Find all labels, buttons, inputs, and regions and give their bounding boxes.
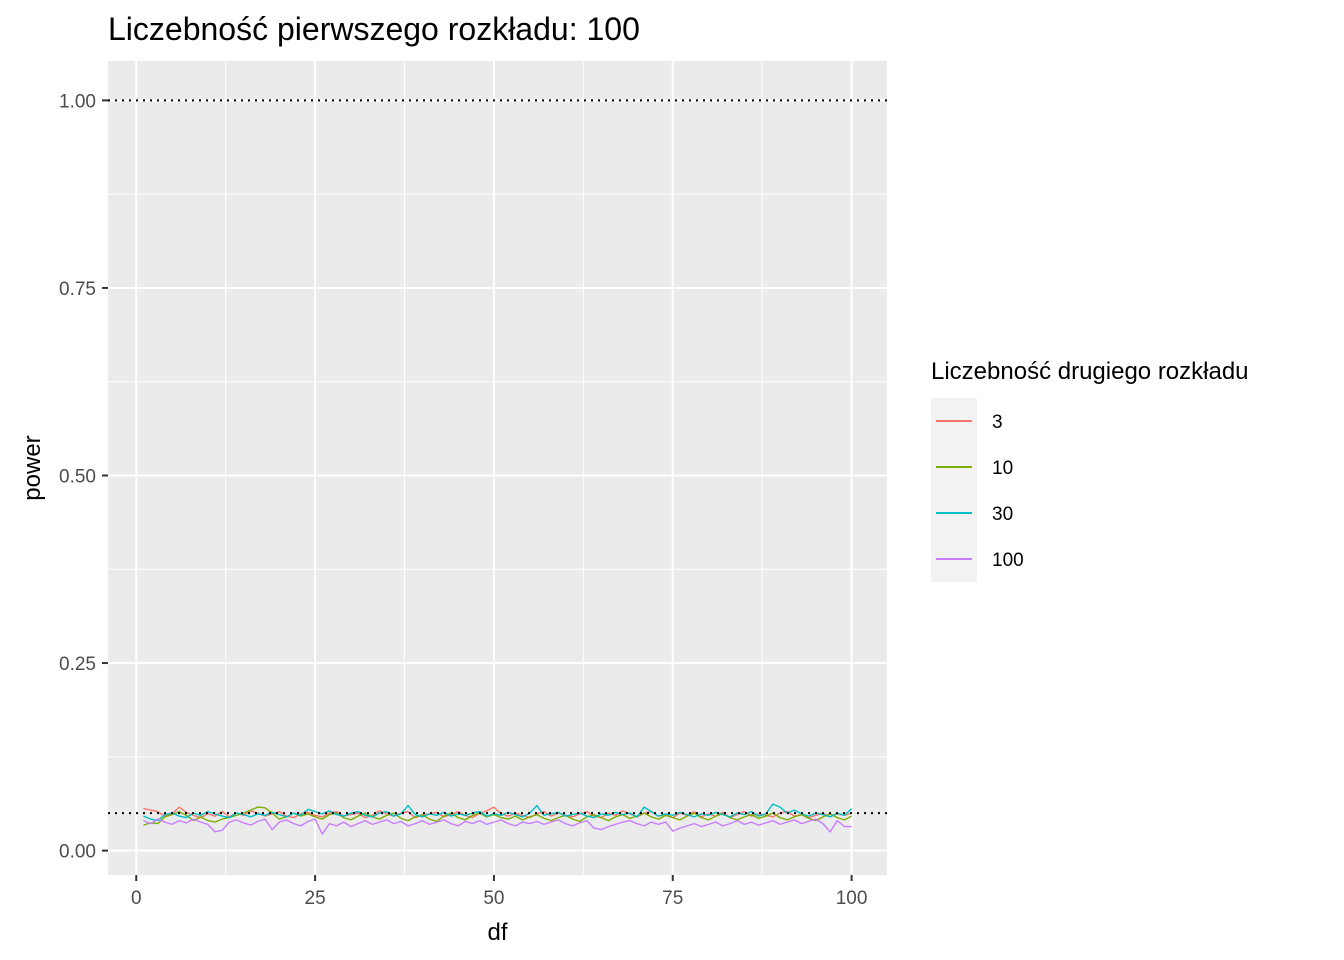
series-layer [143,803,853,835]
x-tick-label: 75 [662,888,683,909]
legend-label-10: 10 [992,458,1013,479]
y-tick-label: 0.75 [59,279,96,300]
x-axis-title: df [487,919,507,946]
legend-title: Liczebność drugiego rozkładu [931,358,1249,385]
chart-title: Liczebność pierwszego rozkładu: 100 [108,11,640,47]
series-line-10 [143,806,852,826]
legend-label-100: 100 [992,550,1024,571]
grid-major [108,61,887,875]
legend-label-3: 3 [992,412,1003,433]
x-tick-label: 100 [836,888,868,909]
legend-label-30: 30 [992,504,1013,525]
x-tick-label: 0 [131,888,142,909]
y-tick-label: 0.25 [59,654,96,675]
legend-items: 3 10 30 100 [931,398,1024,582]
grid-minor [108,61,887,875]
y-axis-title: power [19,435,46,500]
x-tick-label: 50 [483,888,504,909]
series-line-30 [143,803,853,822]
x-tick-label: 25 [305,888,326,909]
plot-panel [108,61,887,875]
y-tick-label: 1.00 [59,91,96,112]
series-line-100 [143,818,852,835]
y-tick-label: 0.00 [59,842,96,863]
axes: 0 25 50 75 100 0.00 0.25 0.50 0.75 1.00 [59,91,867,909]
y-tick-label: 0.50 [59,467,96,488]
legend: Liczebność drugiego rozkładu 3 10 30 100 [931,358,1249,582]
